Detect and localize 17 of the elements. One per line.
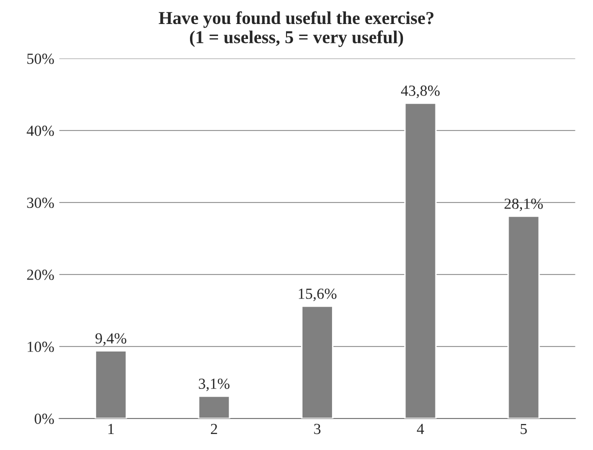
x-tick-label: 1	[108, 424, 114, 434]
y-tick-label: 10%	[28, 342, 54, 352]
y-tick-label: 50%	[27, 54, 54, 64]
x-tick-label: 3	[314, 424, 320, 434]
y-tick-label: 0%	[34, 414, 54, 424]
data-label: 3,1%	[198, 378, 230, 392]
y-tick-label: 30%	[27, 198, 54, 208]
x-tick-label: 5	[520, 424, 527, 434]
y-tick-label: 40%	[26, 126, 54, 136]
data-label: 15,6%	[298, 288, 336, 302]
y-tick-label: 20%	[27, 270, 54, 280]
x-tick-label: 4	[416, 424, 424, 434]
data-label: 9,4%	[95, 333, 126, 346]
x-tick-label: 2	[210, 424, 218, 434]
data-label: 43,8%	[401, 86, 440, 98]
chart-title: Have you found useful the exercise? (1 = useless, 5 = very useful)	[158, 11, 434, 48]
data-label: 28,1%	[504, 198, 543, 212]
